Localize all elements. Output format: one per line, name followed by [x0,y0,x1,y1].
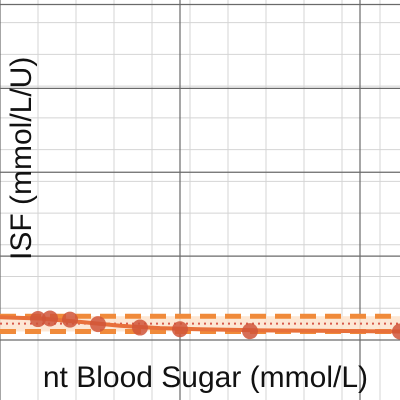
data-point [132,319,148,336]
data-point [392,323,400,340]
data-point [242,323,258,340]
data-point [62,311,78,328]
data-points [30,310,400,340]
y-axis-label: ISF (mmol/L/U) [5,57,38,260]
data-point [30,311,46,328]
data-point [90,316,106,333]
data-point [172,321,188,338]
data-point [42,310,58,327]
x-axis-label: nt Blood Sugar (mmol/L) [43,361,368,394]
